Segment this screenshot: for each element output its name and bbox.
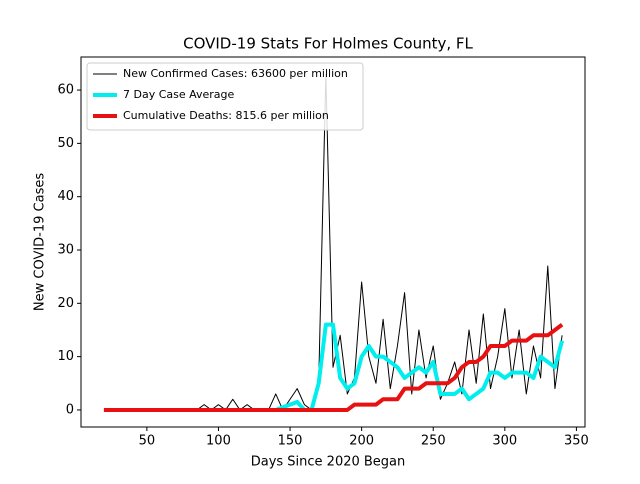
- legend-label: New Confirmed Cases: 63600 per million: [123, 67, 348, 80]
- y-tick-label: 30: [57, 242, 74, 257]
- legend-label: 7 Day Case Average: [123, 88, 235, 101]
- legend-box: [86, 62, 364, 131]
- chart-title: COVID-19 Stats For Holmes County, FL: [183, 35, 473, 53]
- y-axis-label: New COVID-19 Cases: [33, 173, 48, 311]
- x-tick-label: 250: [421, 434, 446, 449]
- y-tick-label: 40: [57, 189, 74, 204]
- x-tick-label: 350: [564, 434, 589, 449]
- y-tick-label: 50: [57, 136, 74, 151]
- x-tick-label: 50: [139, 434, 156, 449]
- legend-label: Cumulative Deaths: 815.6 per million: [123, 109, 329, 122]
- x-axis-label: Days Since 2020 Began: [251, 455, 406, 470]
- data-line: [103, 323, 564, 412]
- y-tick-label: 10: [57, 349, 74, 364]
- y-tick-label: 60: [57, 83, 74, 98]
- x-tick-label: 150: [278, 434, 303, 449]
- y-tick-label: 0: [66, 402, 74, 417]
- plot-frame: [80, 56, 586, 428]
- x-tick-label: 100: [206, 434, 231, 449]
- x-tick-label: 300: [492, 434, 517, 449]
- x-tick-label: 200: [349, 434, 374, 449]
- y-tick-label: 20: [57, 296, 74, 311]
